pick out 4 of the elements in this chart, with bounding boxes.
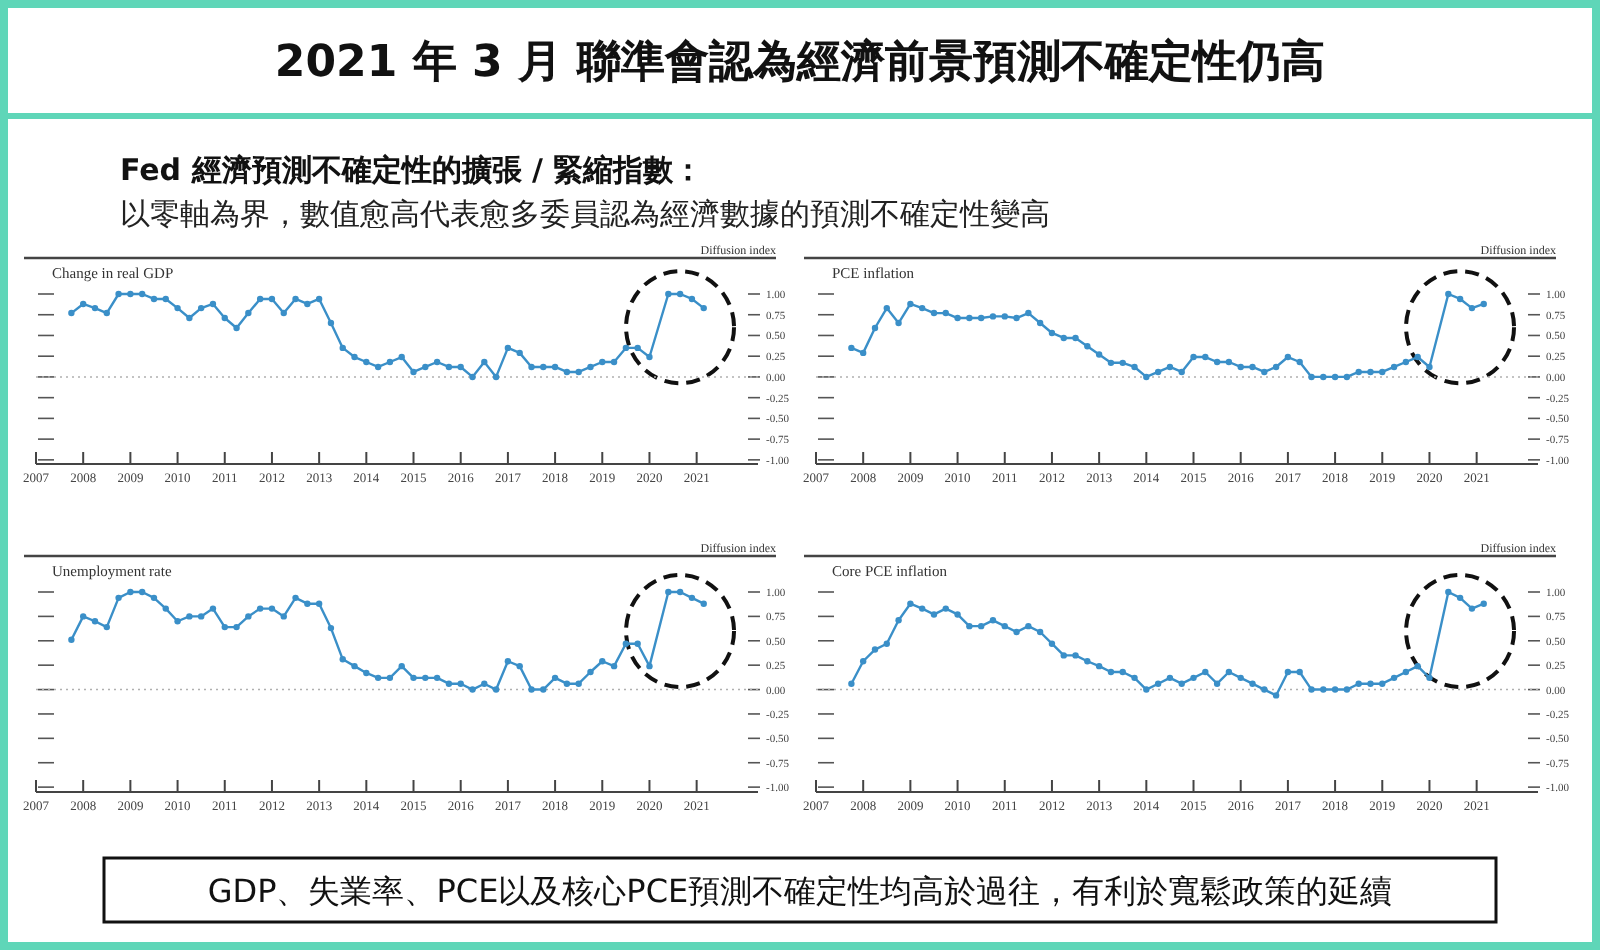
text: GDP、失業率、PCE以及核心PCE預測不確定性均高於過往，有利於寬鬆政策的延續 bbox=[207, 872, 1393, 910]
text: 以零軸為界，數值愈高代表愈多委員認為經濟數據的預測不確定性變高 bbox=[120, 196, 1050, 232]
text: Fed 經濟預測不確定性的擴張 / 緊縮指數： bbox=[120, 152, 704, 188]
text: 2021 年 3 月 聯準會認為經濟前景預測不確定性仍高 bbox=[274, 36, 1326, 88]
